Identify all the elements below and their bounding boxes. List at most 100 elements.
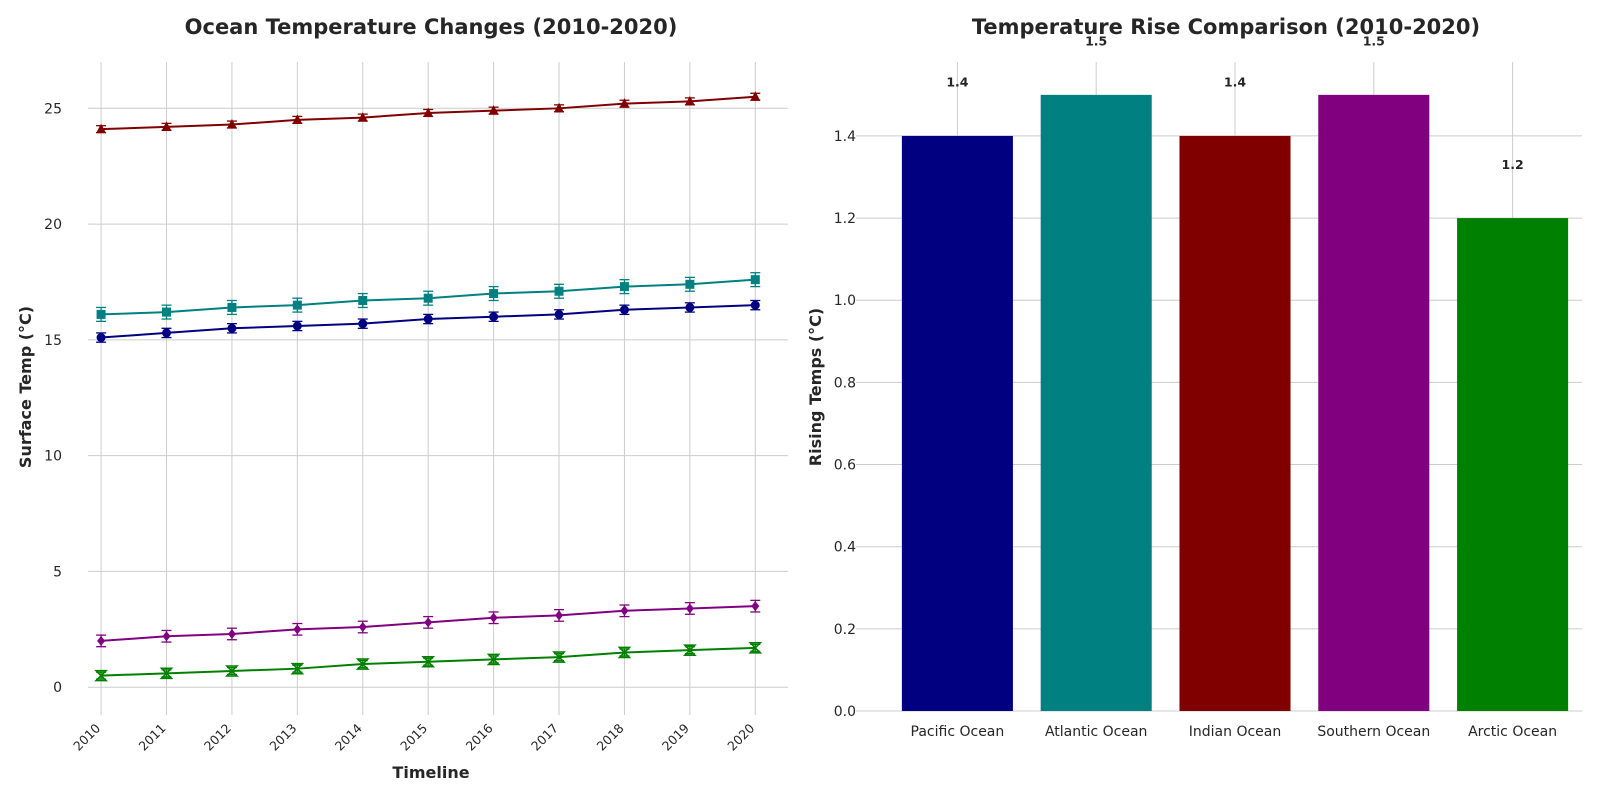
x-tick-label: 2012 xyxy=(201,721,234,754)
y-tick-label: 10 xyxy=(44,449,62,465)
data-point xyxy=(162,328,172,338)
data-point xyxy=(290,662,305,675)
data-point xyxy=(358,319,368,329)
line-chart-y-ticks: 0 5 10 15 20 25 xyxy=(44,101,62,696)
bar-chart-x-ticks: Pacific Ocean Atlantic Ocean Indian Ocean S… xyxy=(911,724,1558,740)
y-tick-label: 20 xyxy=(44,217,62,233)
bar-chart-data-labels: 1.4 1.5 1.4 1.5 1.2 xyxy=(946,34,1523,172)
bar xyxy=(1457,218,1569,711)
x-tick-label: 2014 xyxy=(332,720,365,753)
data-point xyxy=(162,307,172,317)
x-tick-label: Indian Ocean xyxy=(1189,724,1281,740)
y-tick-label: 0 xyxy=(53,680,62,696)
data-point xyxy=(489,289,499,299)
y-tick-label: 0.8 xyxy=(834,375,856,391)
series-arctic xyxy=(94,642,763,682)
data-point xyxy=(162,631,171,642)
bar-data-label: 1.5 xyxy=(1085,34,1107,49)
data-point xyxy=(682,644,697,656)
data-point xyxy=(97,635,106,646)
y-tick-label: 1.2 xyxy=(834,211,856,227)
x-tick-label: Southern Ocean xyxy=(1317,724,1430,740)
data-point xyxy=(421,655,436,668)
data-point xyxy=(358,622,367,633)
line-chart-series xyxy=(94,91,763,682)
x-tick-label: 2015 xyxy=(397,721,430,754)
x-tick-label: 2020 xyxy=(724,720,757,753)
line-chart-x-ticks: 2010 2011 2012 2013 2014 2015 2016 2017 2018 2019… xyxy=(70,720,757,753)
data-point xyxy=(96,333,106,343)
bar xyxy=(901,135,1013,711)
y-tick-label: 0.2 xyxy=(834,622,856,638)
data-point xyxy=(227,628,236,639)
data-point xyxy=(224,665,239,677)
series-southern xyxy=(96,599,761,648)
line-chart-y-axis-label: Surface Temp (°C) xyxy=(16,306,35,468)
data-point xyxy=(423,107,434,117)
data-point xyxy=(94,669,109,682)
data-point xyxy=(424,617,433,628)
y-tick-label: 0.0 xyxy=(834,704,856,720)
data-point xyxy=(685,279,695,289)
bar-data-label: 1.5 xyxy=(1363,34,1385,49)
y-tick-label: 1.4 xyxy=(834,129,856,145)
bar-data-label: 1.4 xyxy=(946,75,968,90)
data-point xyxy=(159,667,174,680)
y-tick-label: 0.6 xyxy=(834,458,856,474)
data-point xyxy=(489,612,498,623)
data-point xyxy=(227,302,237,312)
data-point xyxy=(750,300,760,310)
bar xyxy=(1040,94,1152,711)
y-tick-label: 0.4 xyxy=(834,540,856,556)
data-point xyxy=(488,105,499,115)
y-tick-label: 1.0 xyxy=(834,293,856,309)
series-atlantic xyxy=(96,272,761,322)
data-point xyxy=(423,293,433,303)
data-point xyxy=(750,275,760,285)
data-point xyxy=(161,121,172,131)
data-point xyxy=(619,98,630,108)
data-point xyxy=(685,302,695,312)
data-point xyxy=(355,658,370,670)
data-point xyxy=(554,309,564,319)
data-point xyxy=(227,323,237,333)
data-point xyxy=(96,309,106,319)
data-point xyxy=(748,642,763,654)
bar-chart-y-ticks: 0.0 0.2 0.4 0.6 0.8 1.0 1.2 1.4 xyxy=(834,129,856,720)
data-point xyxy=(751,601,760,612)
data-point xyxy=(554,102,565,113)
bar xyxy=(1318,94,1430,711)
data-point xyxy=(620,605,629,616)
x-tick-label: 2018 xyxy=(593,720,626,753)
data-point xyxy=(685,603,694,614)
data-point xyxy=(293,624,302,635)
data-point xyxy=(555,610,564,621)
x-tick-label: 2017 xyxy=(528,721,561,754)
x-tick-label: Arctic Ocean xyxy=(1468,724,1557,740)
x-tick-label: 2019 xyxy=(659,720,692,753)
series-indian xyxy=(96,91,761,134)
x-tick-label: 2013 xyxy=(266,721,299,754)
data-point xyxy=(619,305,629,315)
data-point xyxy=(96,123,107,134)
data-point xyxy=(554,286,564,296)
bar xyxy=(1179,135,1291,711)
x-tick-label: Atlantic Ocean xyxy=(1045,724,1147,740)
data-point xyxy=(617,646,632,659)
data-point xyxy=(750,91,761,101)
line-chart-title: Ocean Temperature Changes (2010-2020) xyxy=(185,15,678,39)
bar-chart-y-axis-label: Rising Temps (°C) xyxy=(806,308,825,466)
line-chart-x-axis-label: Timeline xyxy=(392,763,469,782)
data-point xyxy=(684,95,695,106)
data-point xyxy=(226,119,237,129)
bar-data-label: 1.2 xyxy=(1502,157,1524,172)
bar-chart-panel: 1.4 1.5 1.4 1.5 1.2 0.0 0.2 0.4 0.6 0.8 1.0 1.2 1.4… xyxy=(806,15,1582,740)
line-chart-grid xyxy=(88,62,788,715)
bar-chart-title: Temperature Rise Comparison (2010-2020) xyxy=(972,15,1480,39)
y-tick-label: 15 xyxy=(44,333,62,349)
series-pacific xyxy=(96,299,761,343)
bar-chart-bars xyxy=(901,94,1569,711)
x-tick-label: 2016 xyxy=(463,720,496,753)
